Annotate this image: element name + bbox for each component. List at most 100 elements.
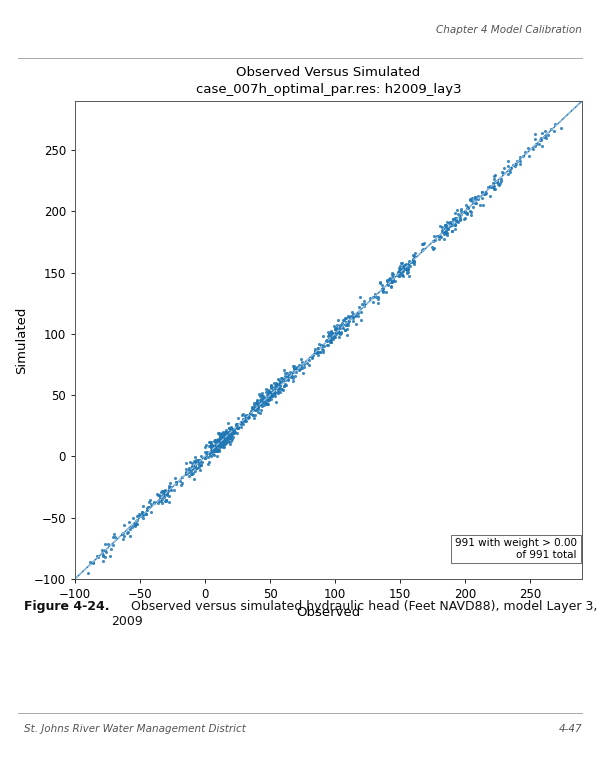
Point bbox=[229, 423, 238, 435]
Point bbox=[225, 423, 235, 435]
Point bbox=[226, 421, 236, 434]
Point bbox=[403, 262, 413, 274]
Point bbox=[130, 520, 139, 532]
Point bbox=[269, 377, 279, 389]
Point bbox=[477, 185, 487, 197]
Point bbox=[398, 260, 408, 272]
Point bbox=[439, 228, 449, 240]
Point bbox=[194, 454, 204, 466]
Point bbox=[224, 430, 234, 442]
Point bbox=[377, 283, 386, 295]
Point bbox=[464, 202, 473, 214]
Point bbox=[318, 343, 328, 356]
Point bbox=[261, 396, 271, 409]
Point bbox=[404, 255, 414, 267]
Point bbox=[137, 507, 146, 519]
Point bbox=[162, 488, 172, 500]
Point bbox=[205, 448, 215, 461]
Point bbox=[226, 429, 235, 441]
Point bbox=[410, 250, 419, 263]
Point bbox=[348, 312, 358, 324]
Point bbox=[176, 479, 186, 492]
Point bbox=[447, 219, 457, 232]
Point bbox=[212, 444, 221, 457]
Point bbox=[478, 191, 487, 204]
Point bbox=[391, 275, 400, 287]
Point bbox=[236, 420, 246, 433]
Point bbox=[335, 319, 345, 332]
Point bbox=[158, 488, 167, 500]
Point bbox=[160, 483, 170, 496]
Point bbox=[467, 194, 477, 207]
Point bbox=[397, 267, 406, 280]
Point bbox=[215, 427, 224, 440]
Point bbox=[136, 510, 146, 522]
Point bbox=[274, 387, 283, 399]
Point bbox=[386, 280, 395, 292]
Point bbox=[511, 158, 520, 170]
Point bbox=[345, 312, 355, 324]
Point bbox=[538, 127, 547, 140]
Point bbox=[408, 256, 418, 268]
Point bbox=[265, 393, 274, 406]
Point bbox=[218, 433, 227, 445]
Point bbox=[155, 491, 165, 503]
Point bbox=[219, 429, 229, 441]
Point bbox=[218, 436, 228, 448]
Point bbox=[257, 394, 266, 406]
Point bbox=[466, 209, 476, 221]
Point bbox=[250, 397, 259, 409]
Point bbox=[466, 204, 475, 217]
Point bbox=[200, 451, 210, 464]
Point bbox=[332, 326, 341, 338]
Point bbox=[326, 325, 336, 337]
Point bbox=[343, 316, 353, 329]
Point bbox=[216, 429, 226, 441]
Point bbox=[259, 391, 268, 403]
Point bbox=[298, 356, 307, 368]
Point bbox=[216, 434, 226, 446]
Point bbox=[319, 340, 329, 352]
Point bbox=[214, 444, 223, 456]
Point bbox=[282, 371, 292, 384]
Point bbox=[187, 465, 196, 477]
Point bbox=[226, 423, 236, 436]
Point bbox=[440, 223, 450, 235]
Point bbox=[370, 288, 380, 301]
Point bbox=[217, 439, 227, 451]
Point bbox=[181, 463, 190, 476]
Point bbox=[249, 399, 259, 411]
Point bbox=[187, 456, 196, 469]
Point bbox=[264, 385, 274, 397]
Point bbox=[266, 380, 275, 392]
Point bbox=[326, 336, 336, 348]
Point bbox=[275, 385, 284, 398]
Point bbox=[139, 511, 148, 524]
Point bbox=[299, 358, 308, 371]
Point bbox=[196, 450, 206, 462]
Point bbox=[266, 386, 275, 399]
Point bbox=[442, 226, 451, 239]
Point bbox=[446, 217, 456, 229]
Point bbox=[187, 468, 197, 480]
Point bbox=[258, 395, 268, 407]
Point bbox=[262, 392, 271, 405]
Point bbox=[194, 461, 204, 473]
Point bbox=[473, 190, 483, 203]
Point bbox=[471, 197, 481, 210]
Point bbox=[226, 424, 235, 437]
Point bbox=[398, 269, 407, 281]
Point bbox=[268, 388, 278, 400]
Point bbox=[206, 442, 216, 455]
Point bbox=[288, 365, 298, 378]
Point bbox=[230, 423, 239, 436]
Point bbox=[195, 454, 205, 466]
Point bbox=[100, 538, 110, 550]
Point bbox=[304, 354, 314, 366]
Point bbox=[171, 478, 181, 490]
Point bbox=[256, 398, 266, 410]
Point bbox=[164, 482, 174, 494]
Point bbox=[214, 444, 224, 457]
Point bbox=[271, 377, 281, 389]
Point bbox=[149, 497, 159, 510]
